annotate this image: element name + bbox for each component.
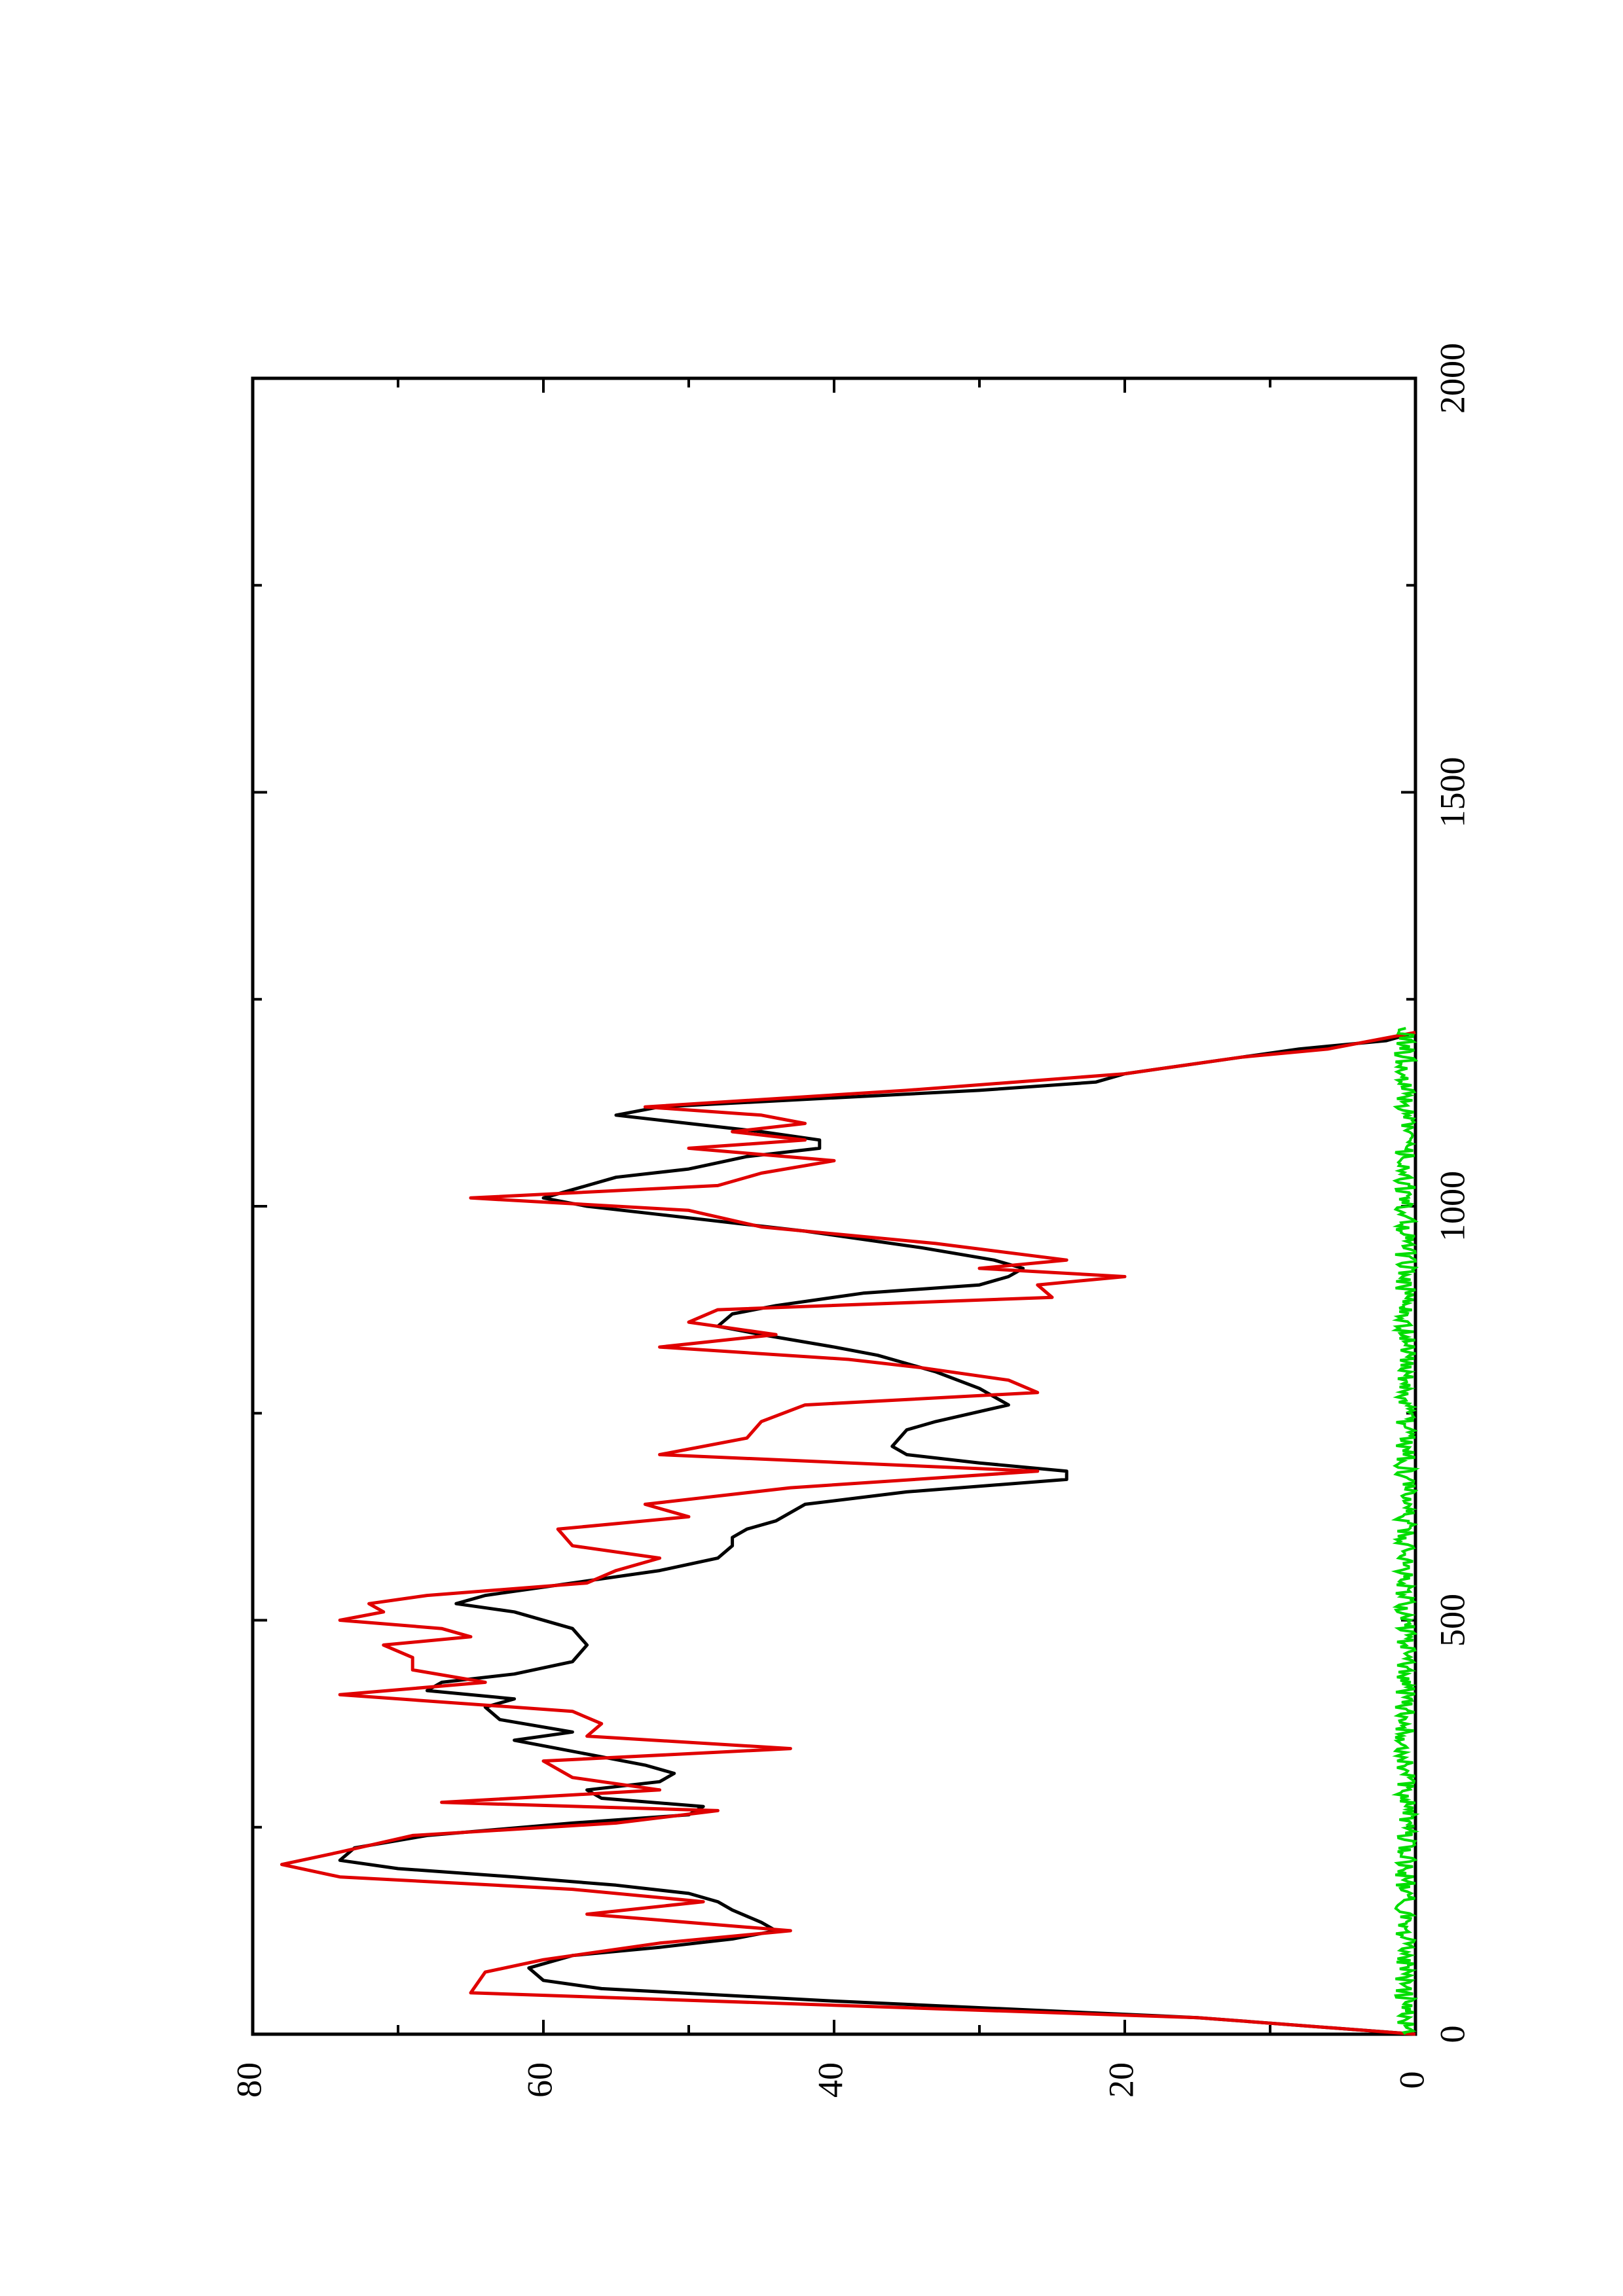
x-tick-label: 1000: [1432, 1171, 1472, 1242]
x-tick-label: 500: [1432, 1594, 1472, 1647]
x-tick-label: 1500: [1432, 757, 1472, 828]
y-tick-label: 40: [811, 2062, 850, 2098]
series-line-green: [1391, 1027, 1420, 2036]
series-lines: [280, 1027, 1420, 2036]
y-tick-label: 80: [229, 2062, 268, 2098]
axis-ticks: [251, 377, 1417, 2036]
tick-labels: 0 500 1000 1500 2000 0 20 40 60 80: [229, 343, 1472, 2098]
y-tick-label: 20: [1101, 2062, 1140, 2098]
y-tick-label: 0: [1392, 2072, 1431, 2089]
series-line-red: [280, 1030, 1416, 2036]
y-tick-label: 60: [520, 2062, 559, 2098]
x-tick-label: 0: [1432, 2026, 1472, 2043]
series-line-black: [338, 1030, 1416, 2036]
x-tick-label: 2000: [1432, 343, 1472, 414]
plot-frame: [251, 376, 1417, 2036]
